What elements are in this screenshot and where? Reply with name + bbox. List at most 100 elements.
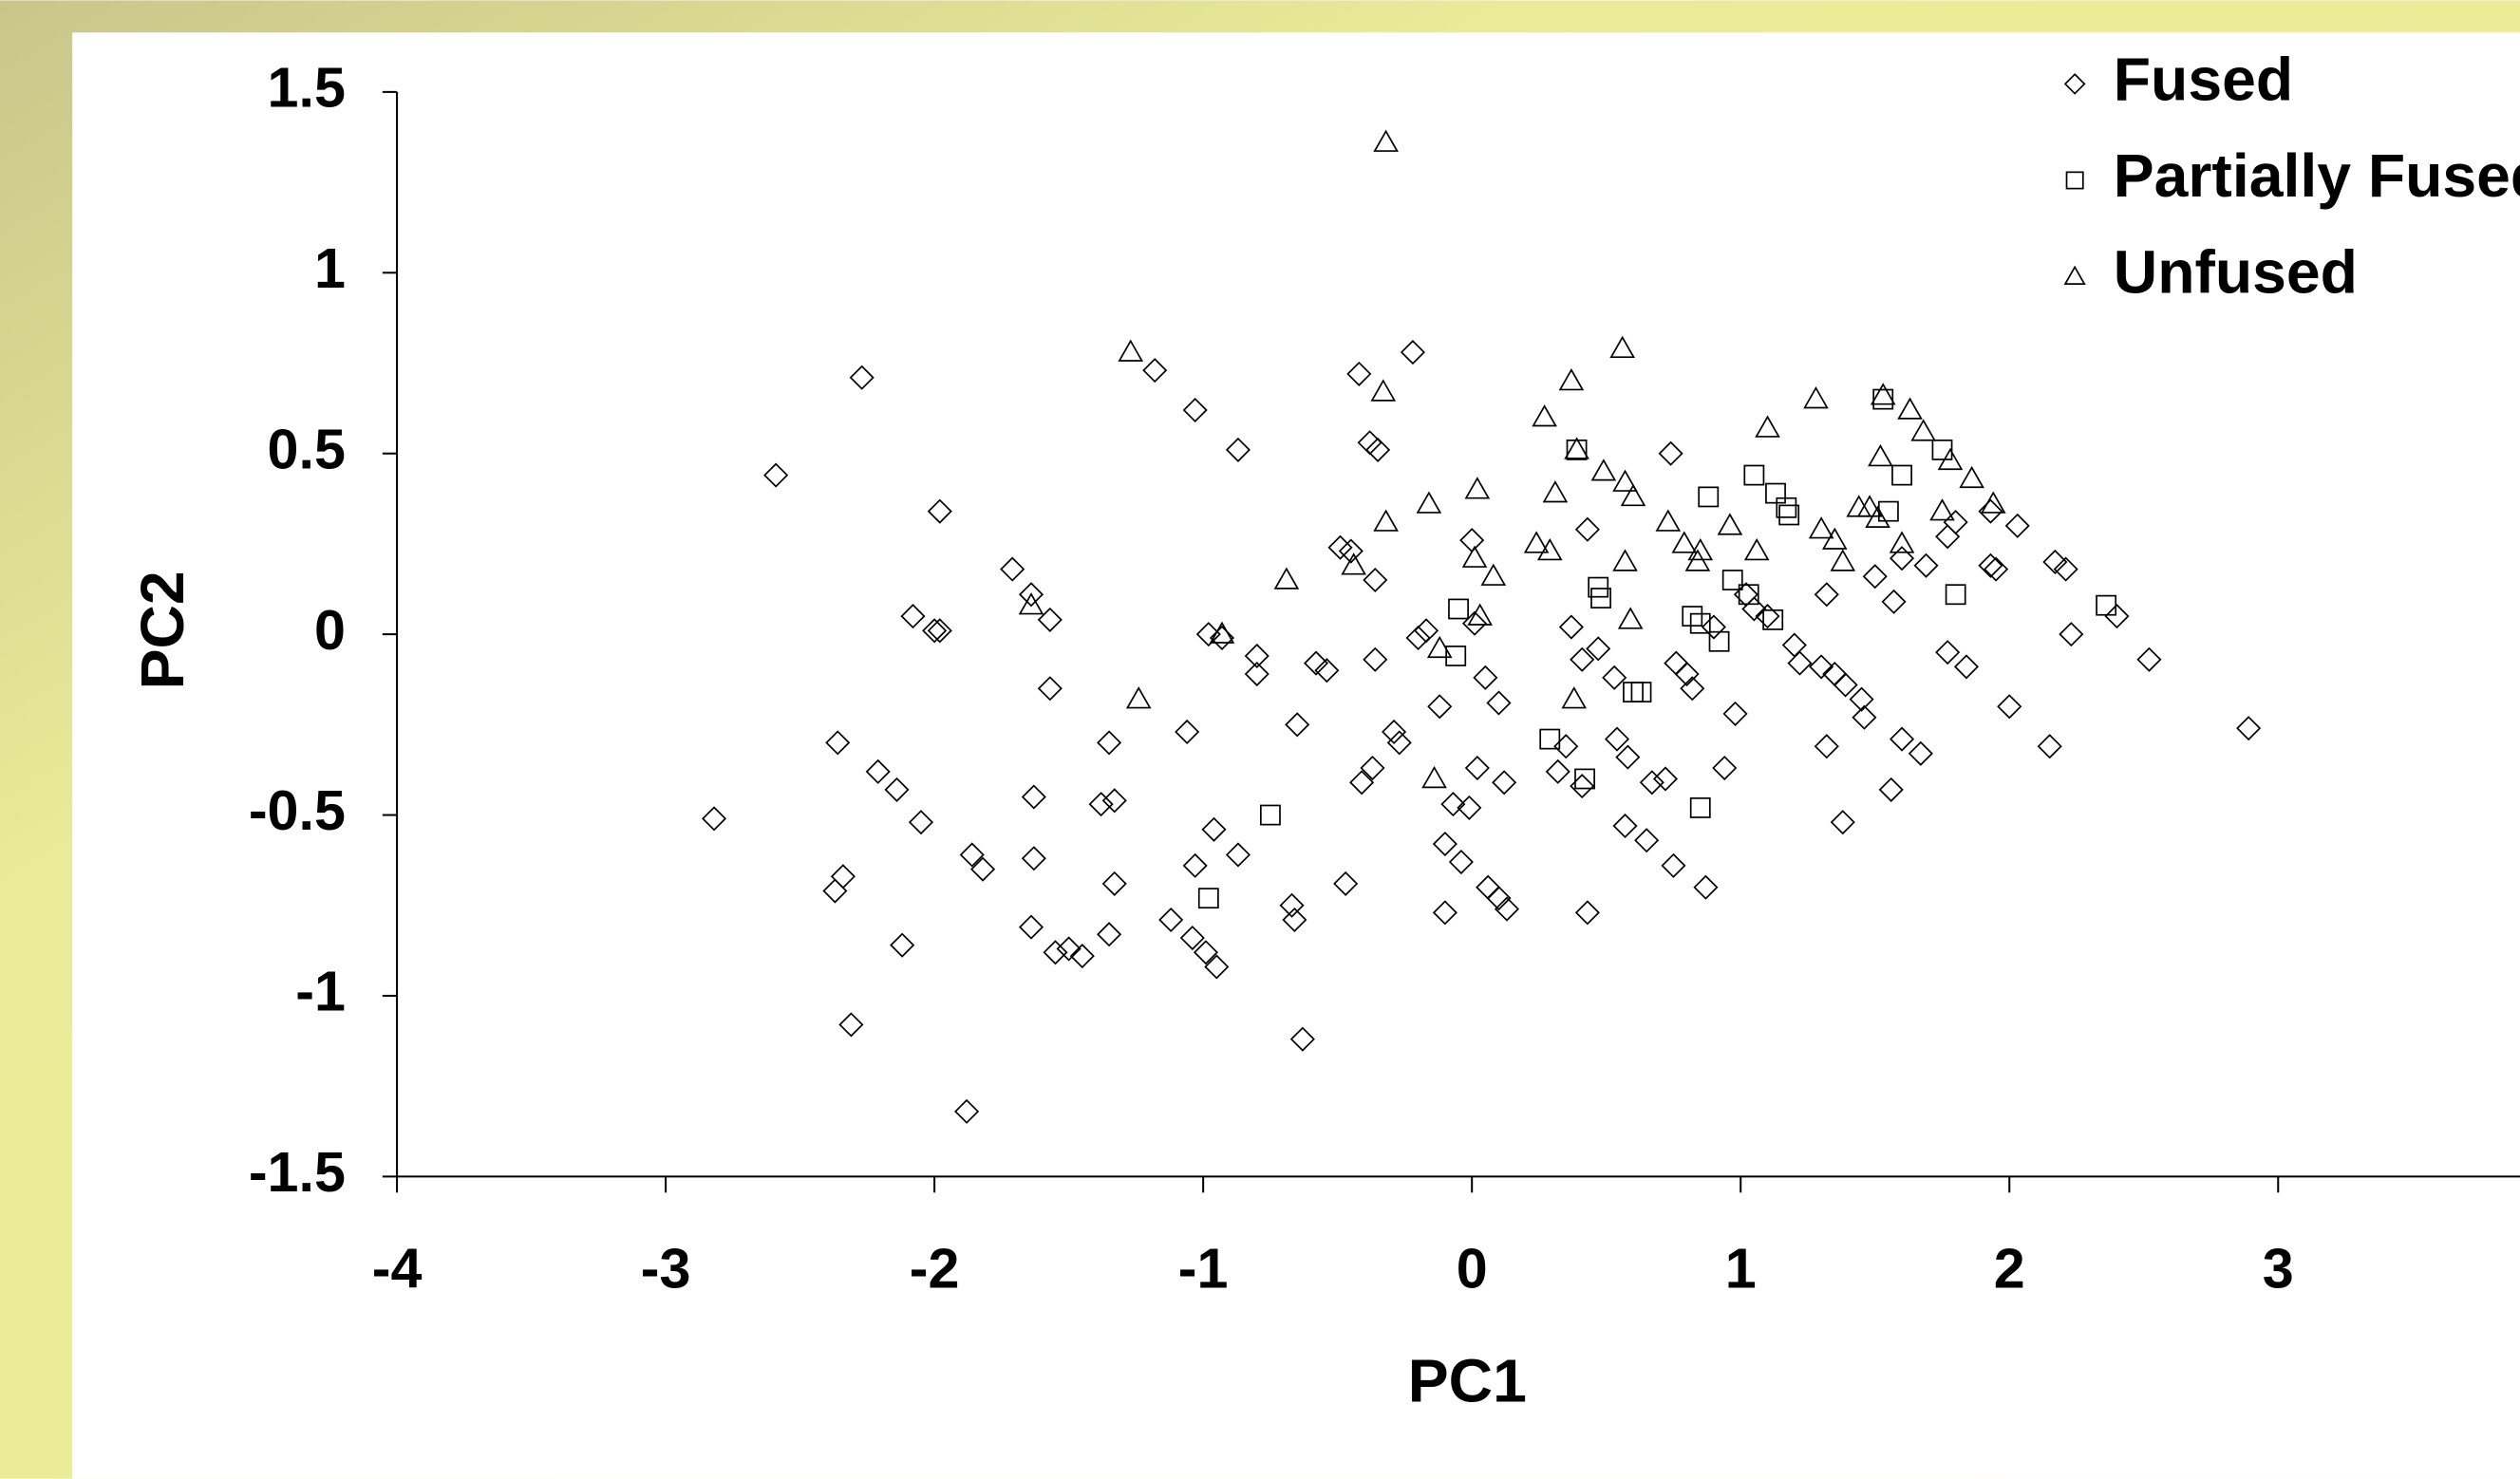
point bbox=[1929, 498, 1955, 521]
point bbox=[865, 758, 891, 784]
point bbox=[1386, 730, 1412, 756]
point bbox=[1891, 464, 1912, 486]
point bbox=[1480, 563, 1507, 586]
point bbox=[1615, 744, 1641, 770]
x-tick-label: 2 bbox=[1994, 1237, 2025, 1301]
point bbox=[1639, 770, 1664, 796]
point bbox=[890, 932, 915, 958]
point bbox=[1360, 755, 1385, 781]
point bbox=[1935, 640, 1961, 665]
point bbox=[1209, 621, 1235, 644]
point bbox=[1833, 672, 1858, 698]
point bbox=[1701, 614, 1726, 640]
y-tick-label: -1.5 bbox=[249, 1140, 346, 1204]
point bbox=[2236, 716, 2262, 741]
point bbox=[1743, 464, 1765, 486]
point bbox=[1069, 944, 1095, 969]
y-tick-label: 1.5 bbox=[268, 56, 346, 120]
point bbox=[1889, 726, 1915, 752]
point bbox=[825, 730, 851, 756]
point bbox=[1830, 810, 1855, 835]
point bbox=[1244, 661, 1269, 687]
point bbox=[1671, 531, 1698, 553]
point bbox=[2096, 594, 2117, 616]
point bbox=[1195, 622, 1221, 647]
point bbox=[1564, 437, 1589, 459]
point bbox=[1609, 335, 1635, 359]
point bbox=[1687, 537, 1714, 561]
point bbox=[1486, 886, 1512, 911]
point bbox=[1809, 654, 1834, 680]
legend-marker bbox=[2063, 73, 2086, 95]
point bbox=[1722, 701, 1748, 726]
point bbox=[1602, 665, 1627, 690]
point bbox=[1461, 545, 1488, 568]
point bbox=[1467, 603, 1493, 626]
point bbox=[959, 842, 985, 868]
point bbox=[1448, 598, 1469, 620]
y-tick-label: 0 bbox=[314, 598, 346, 662]
point bbox=[1539, 728, 1561, 750]
point bbox=[1494, 896, 1520, 922]
point bbox=[1997, 694, 2022, 720]
point bbox=[1037, 676, 1063, 702]
point bbox=[1984, 556, 2009, 582]
point bbox=[1018, 582, 1044, 608]
point bbox=[1889, 546, 1915, 571]
point bbox=[1193, 940, 1219, 965]
point bbox=[1634, 828, 1660, 853]
legend-label: Unfused bbox=[2114, 238, 2358, 307]
point bbox=[1708, 630, 1730, 652]
point bbox=[1338, 538, 1363, 564]
point bbox=[1821, 527, 1848, 550]
point bbox=[1043, 940, 1068, 965]
point bbox=[1661, 852, 1686, 878]
point bbox=[1830, 549, 1856, 571]
point bbox=[1382, 719, 1407, 745]
point bbox=[1910, 419, 1936, 441]
point bbox=[1674, 661, 1700, 687]
point bbox=[1182, 397, 1208, 423]
point bbox=[970, 856, 996, 882]
point bbox=[1285, 712, 1310, 738]
point bbox=[1574, 900, 1600, 926]
x-tick-label: -4 bbox=[372, 1237, 423, 1301]
y-tick-label: -1 bbox=[295, 960, 346, 1023]
point bbox=[1612, 813, 1638, 839]
point bbox=[1959, 465, 1984, 489]
point bbox=[2053, 556, 2078, 582]
point bbox=[1868, 443, 1893, 467]
point bbox=[1570, 646, 1595, 672]
point bbox=[927, 498, 952, 524]
point bbox=[1776, 496, 1797, 518]
point bbox=[1373, 129, 1399, 152]
point bbox=[922, 618, 948, 644]
point bbox=[1590, 459, 1617, 481]
point bbox=[1943, 510, 1968, 535]
point bbox=[1566, 439, 1588, 460]
point bbox=[1363, 567, 1388, 593]
point bbox=[1846, 495, 1872, 517]
point bbox=[1778, 504, 1800, 526]
point bbox=[1689, 612, 1711, 634]
point bbox=[1118, 339, 1144, 362]
point bbox=[900, 604, 926, 629]
point bbox=[1018, 914, 1044, 940]
point bbox=[1363, 646, 1388, 672]
point bbox=[1889, 531, 1915, 553]
legend-marker bbox=[2065, 171, 2084, 190]
x-tick-label: -3 bbox=[641, 1237, 691, 1301]
point bbox=[1862, 564, 1888, 590]
point bbox=[1698, 486, 1720, 508]
point bbox=[1849, 686, 1874, 712]
point bbox=[1201, 816, 1227, 842]
point bbox=[1878, 777, 1904, 802]
point bbox=[2004, 513, 2030, 538]
point bbox=[1620, 483, 1646, 507]
x-tick-label: 1 bbox=[1725, 1237, 1757, 1301]
point bbox=[1721, 570, 1743, 590]
point bbox=[1945, 584, 1966, 606]
point bbox=[1416, 491, 1442, 514]
point bbox=[1717, 513, 1743, 535]
point bbox=[1279, 892, 1305, 918]
